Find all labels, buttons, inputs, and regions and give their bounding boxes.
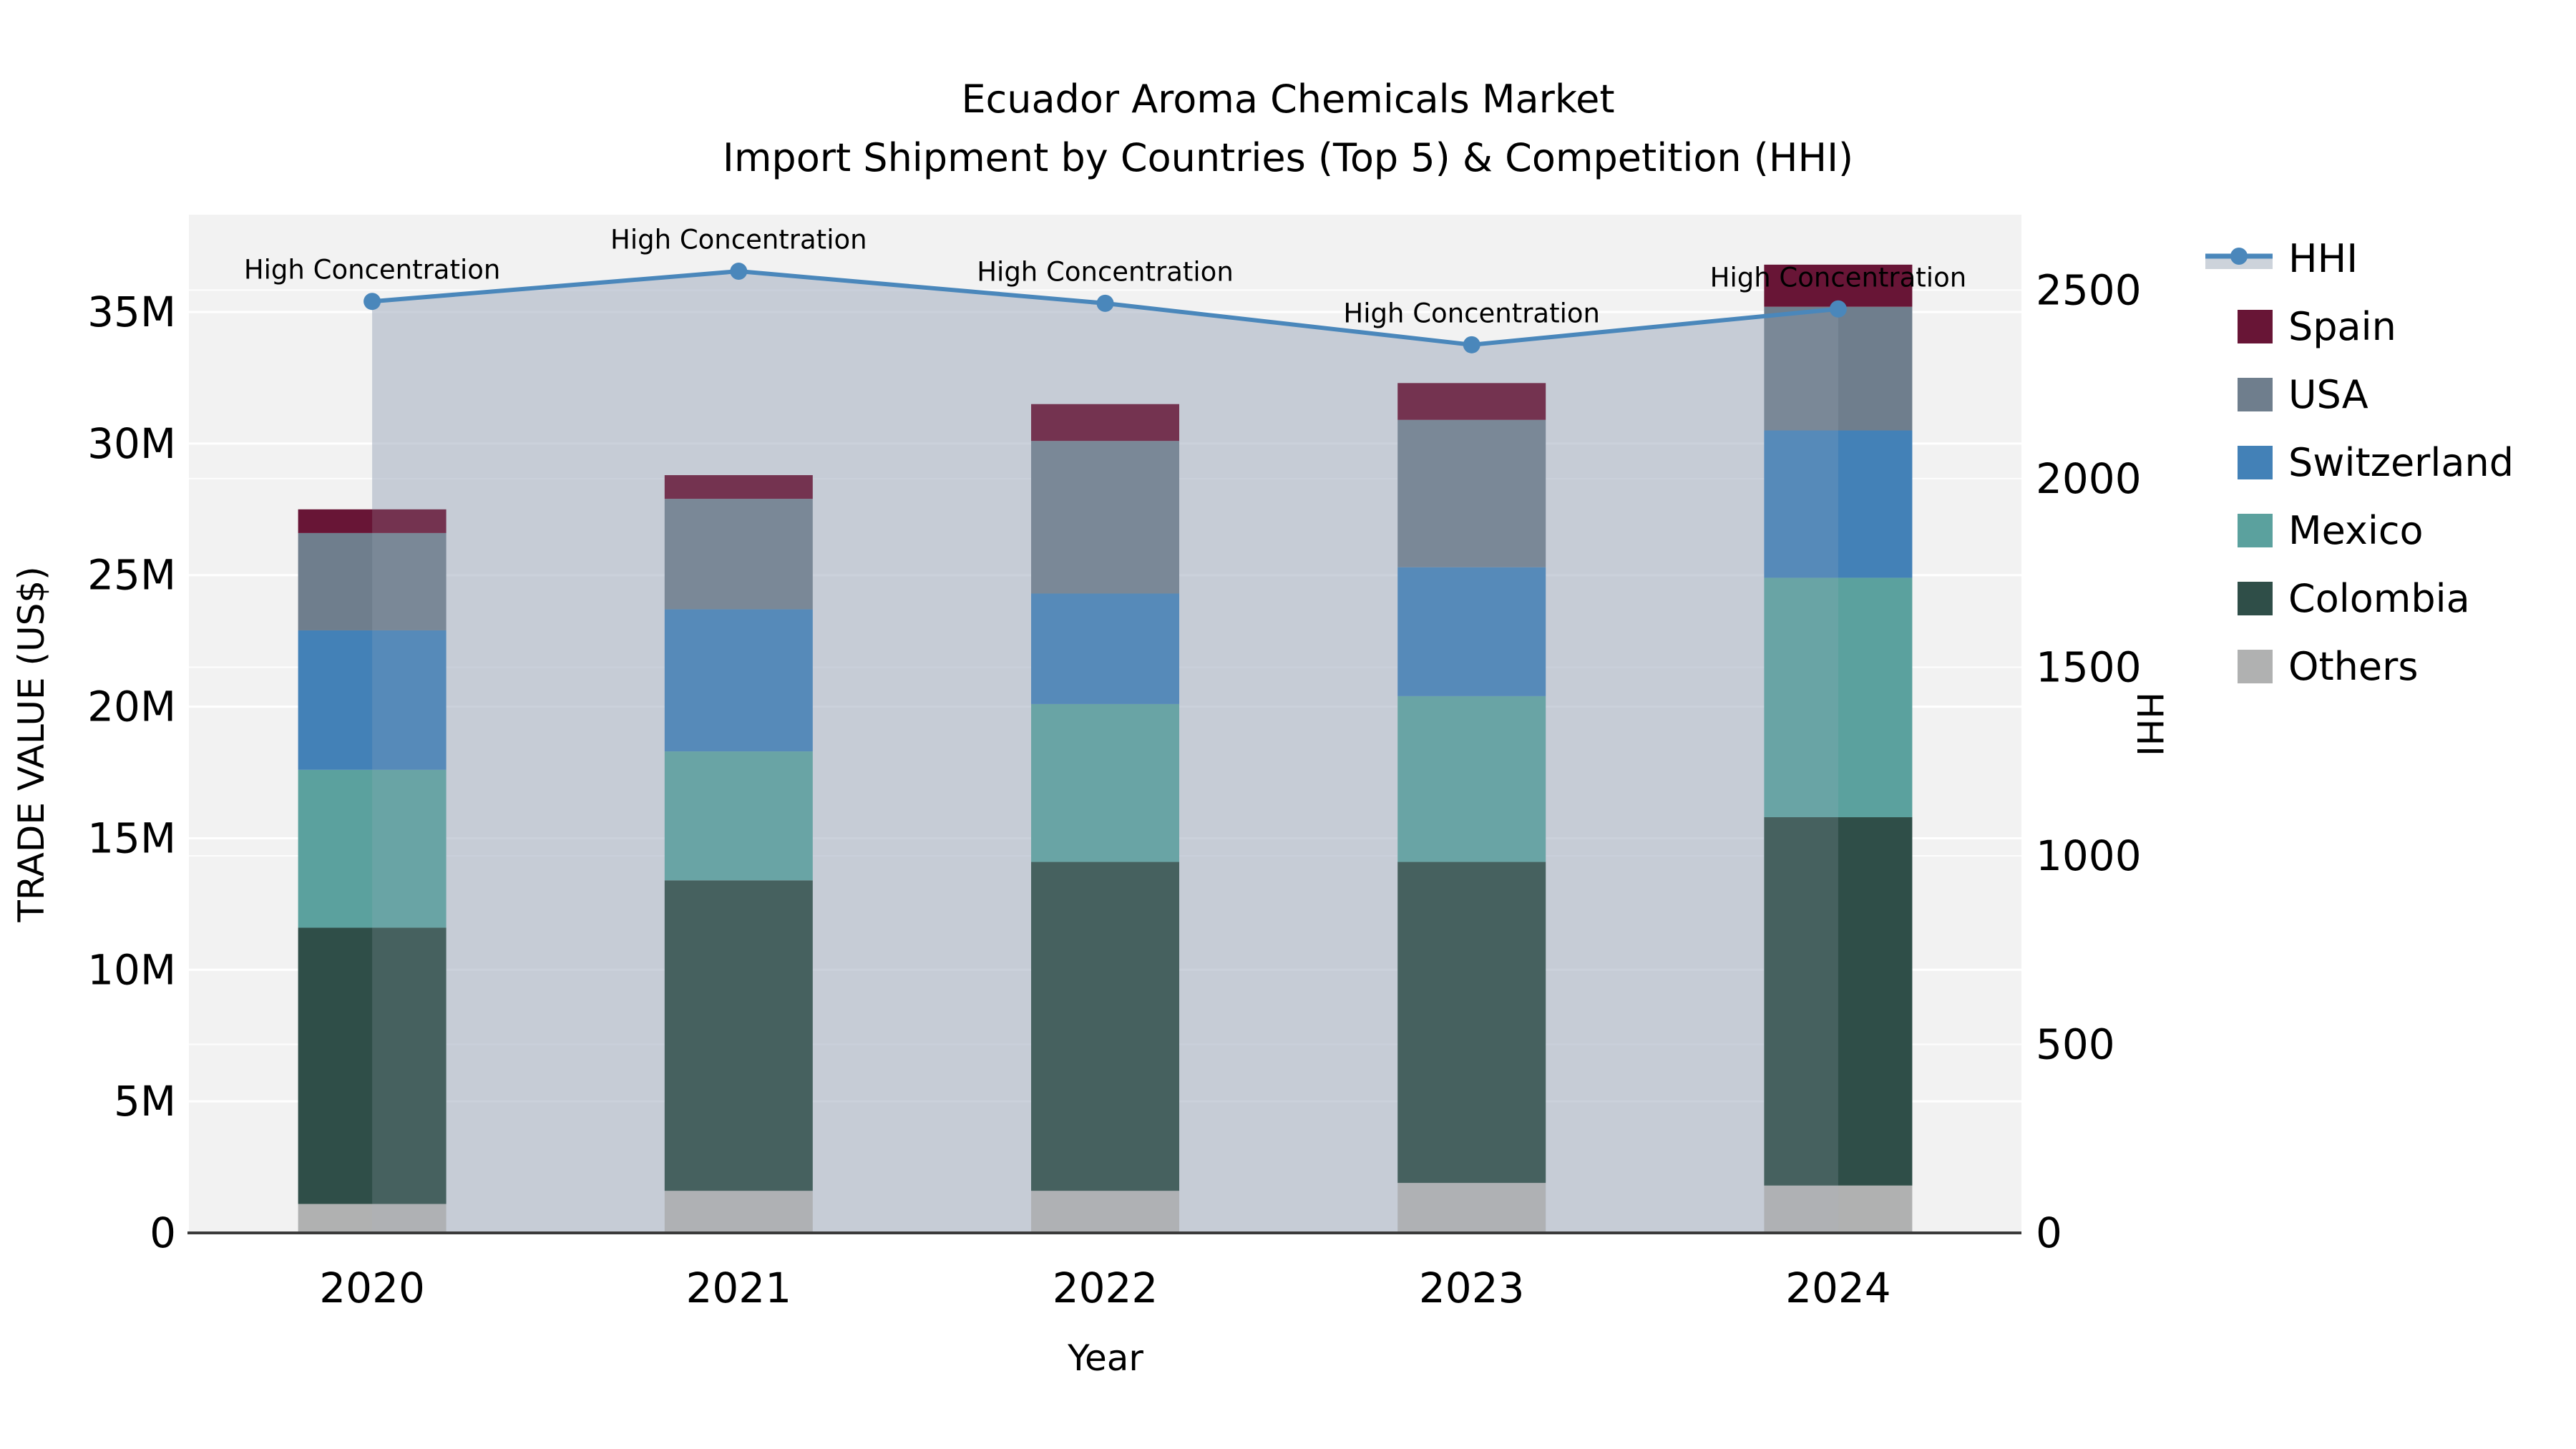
bar-segment-others-2022 bbox=[1031, 1191, 1179, 1233]
bar-segment-switzerland-2022 bbox=[1031, 593, 1179, 704]
bar-segment-colombia-2020 bbox=[298, 927, 447, 1204]
legend-label-spain: Spain bbox=[2288, 304, 2396, 349]
y-right-tick-label: 0 bbox=[2036, 1209, 2062, 1257]
bar-segment-colombia-2022 bbox=[1031, 862, 1179, 1191]
y-left-tick-label: 5M bbox=[114, 1077, 176, 1126]
bar-segment-usa-2023 bbox=[1397, 419, 1546, 567]
legend-item-spain: Spain bbox=[2205, 301, 2514, 352]
legend-color-swatch-spain bbox=[2238, 310, 2273, 343]
bar-segment-switzerland-2020 bbox=[298, 630, 447, 770]
y-left-tick-label: 0 bbox=[150, 1209, 176, 1257]
x-tick-label: 2020 bbox=[319, 1264, 425, 1312]
y-right-tick-label: 2000 bbox=[2036, 454, 2142, 503]
bar-segment-mexico-2022 bbox=[1031, 703, 1179, 862]
legend-label-hhi: HHI bbox=[2288, 236, 2358, 281]
x-axis-label: Year bbox=[1068, 1337, 1143, 1379]
legend-label-colombia: Colombia bbox=[2288, 576, 2470, 621]
legend-hhi-line-icon bbox=[2205, 241, 2273, 277]
bar-segment-usa-2024 bbox=[1764, 306, 1913, 431]
y-left-tick-label: 20M bbox=[87, 683, 176, 731]
bar-segment-spain-2023 bbox=[1397, 383, 1546, 420]
legend-label-others: Others bbox=[2288, 644, 2419, 689]
bar-segment-colombia-2023 bbox=[1397, 862, 1546, 1184]
x-tick-label: 2022 bbox=[1053, 1264, 1158, 1312]
legend-item-mexico: Mexico bbox=[2205, 505, 2514, 556]
bar-segment-mexico-2020 bbox=[298, 769, 447, 928]
x-tick-label: 2024 bbox=[1785, 1264, 1891, 1312]
x-tick-label: 2023 bbox=[1419, 1264, 1525, 1312]
y-right-tick-label: 500 bbox=[2036, 1020, 2115, 1068]
bar-segment-switzerland-2024 bbox=[1764, 430, 1913, 578]
annotation-high-concentration: High Concentration bbox=[610, 225, 867, 255]
legend-color-swatch-colombia bbox=[2238, 582, 2273, 615]
bar-segment-spain-2024 bbox=[1764, 264, 1913, 307]
legend: HHI Spain USA Switzerland Mexico Colombia Othe… bbox=[2205, 233, 2514, 692]
bar-segment-others-2021 bbox=[664, 1191, 813, 1233]
legend-swatch-slot bbox=[2205, 310, 2273, 343]
hhi-marker-2020 bbox=[364, 293, 381, 311]
hhi-area-fill-over bbox=[372, 271, 1838, 1233]
legend-swatch-slot bbox=[2205, 446, 2273, 479]
hhi-marker-2021 bbox=[730, 263, 748, 280]
annotation-high-concentration: High Concentration bbox=[1343, 298, 1600, 328]
hhi-marker-2023 bbox=[1463, 336, 1480, 353]
bar-segment-usa-2022 bbox=[1031, 441, 1179, 594]
bar-segment-others-2020 bbox=[298, 1204, 447, 1233]
x-tick-label: 2021 bbox=[686, 1264, 791, 1312]
legend-swatch-slot bbox=[2205, 650, 2273, 683]
bar-segment-usa-2020 bbox=[298, 532, 447, 630]
bar-segment-others-2024 bbox=[1764, 1185, 1913, 1233]
legend-item-hhi: HHI bbox=[2205, 233, 2514, 284]
annotation-high-concentration: High Concentration bbox=[1710, 262, 1967, 293]
bar-segment-colombia-2021 bbox=[664, 880, 813, 1191]
bar-segment-spain-2022 bbox=[1031, 404, 1179, 441]
bar-segment-colombia-2024 bbox=[1764, 817, 1913, 1186]
y-left-tick-label: 15M bbox=[87, 814, 176, 862]
legend-color-swatch-others bbox=[2238, 650, 2273, 683]
chart-title-line2: Import Shipment by Countries (Top 5) & C… bbox=[722, 135, 1854, 180]
legend-item-usa: USA bbox=[2205, 369, 2514, 420]
chart-title: Ecuador Aroma Chemicals Market Import Sh… bbox=[0, 70, 2576, 187]
legend-swatch-slot bbox=[2205, 378, 2273, 411]
legend-color-swatch-mexico bbox=[2238, 514, 2273, 547]
bar-segment-others-2023 bbox=[1397, 1183, 1546, 1233]
y-right-tick-label: 1000 bbox=[2036, 831, 2142, 880]
annotation-high-concentration: High Concentration bbox=[977, 256, 1234, 287]
y-left-tick-label: 35M bbox=[87, 288, 176, 336]
bar-segment-spain-2021 bbox=[664, 475, 813, 499]
bar-segment-mexico-2024 bbox=[1764, 577, 1913, 818]
hhi-marker-2022 bbox=[1096, 294, 1114, 312]
y-left-tick-label: 10M bbox=[87, 945, 176, 994]
annotation-high-concentration: High Concentration bbox=[244, 255, 501, 286]
y-right-tick-label: 2500 bbox=[2036, 265, 2142, 314]
legend-label-usa: USA bbox=[2288, 372, 2368, 417]
hhi-marker-2024 bbox=[1829, 300, 1847, 318]
legend-item-switzerland: Switzerland bbox=[2205, 437, 2514, 488]
hhi-line-swatch-icon bbox=[2205, 247, 2273, 269]
legend-label-mexico: Mexico bbox=[2288, 508, 2424, 553]
y-axis-label-right: HHI bbox=[2129, 692, 2170, 756]
bar-segment-spain-2020 bbox=[298, 509, 447, 533]
legend-swatch-slot bbox=[2205, 514, 2273, 547]
y-left-tick-label: 30M bbox=[87, 419, 176, 468]
legend-label-switzerland: Switzerland bbox=[2288, 440, 2514, 485]
legend-item-others: Others bbox=[2205, 641, 2514, 692]
y-right-tick-label: 1500 bbox=[2036, 643, 2142, 691]
legend-swatch-slot bbox=[2205, 582, 2273, 615]
legend-item-colombia: Colombia bbox=[2205, 573, 2514, 624]
bar-segment-switzerland-2021 bbox=[664, 609, 813, 752]
bar-segment-mexico-2021 bbox=[664, 751, 813, 881]
bar-segment-usa-2021 bbox=[664, 499, 813, 610]
legend-color-swatch-switzerland bbox=[2238, 446, 2273, 479]
bar-segment-mexico-2023 bbox=[1397, 696, 1546, 862]
bar-segment-switzerland-2023 bbox=[1397, 567, 1546, 696]
chart-title-line1: Ecuador Aroma Chemicals Market bbox=[961, 77, 1615, 122]
hhi-marker-swatch bbox=[2230, 247, 2248, 265]
legend-color-swatch-usa bbox=[2238, 378, 2273, 411]
y-axis-label-left: TRADE VALUE (US$) bbox=[11, 566, 52, 922]
y-left-tick-label: 25M bbox=[87, 551, 176, 600]
